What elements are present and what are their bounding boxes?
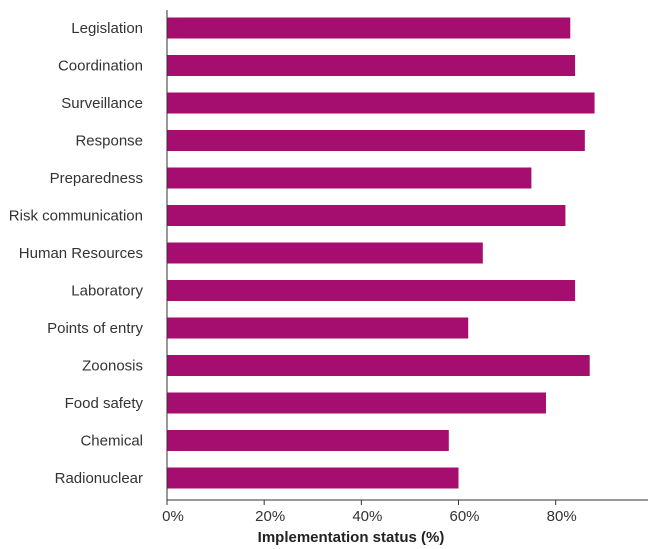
x-tick-label: 0% — [162, 508, 184, 525]
x-axis-title: Implementation status (%) — [258, 529, 445, 546]
category-label: Zoonosis — [82, 358, 143, 375]
bar-risk-communication — [167, 205, 566, 226]
category-label: Coordination — [58, 58, 143, 75]
bar-surveillance — [167, 92, 595, 114]
category-label: Risk communication — [9, 208, 143, 225]
category-label: Surveillance — [61, 95, 143, 112]
category-label: Laboratory — [71, 283, 143, 300]
bar-preparedness — [167, 167, 532, 189]
category-label: Response — [75, 133, 143, 150]
category-label: Food safety — [65, 395, 144, 412]
category-labels: Legislation Coordination Surveillance Respo… — [9, 20, 144, 487]
category-label: Preparedness — [50, 170, 143, 187]
bar-human-resources — [167, 242, 483, 264]
bar-food-safety — [167, 392, 546, 414]
x-axis-ticks: 0% 20% 40% 60% 80% — [162, 500, 577, 525]
bar-zoonosis — [167, 355, 590, 376]
bar-legislation — [167, 17, 571, 39]
bar-points-of-entry — [167, 317, 469, 339]
bar-chemical — [167, 430, 449, 451]
category-label: Points of entry — [47, 320, 143, 337]
x-tick-label: 80% — [547, 508, 577, 525]
category-label: Legislation — [71, 20, 143, 37]
bars-group — [167, 17, 595, 489]
category-label: Human Resources — [19, 245, 143, 262]
bar-radionuclear — [167, 467, 459, 489]
bar-laboratory — [167, 280, 576, 301]
category-label: Chemical — [80, 433, 143, 450]
bar-response — [167, 130, 585, 151]
x-tick-label: 60% — [449, 508, 479, 525]
bar-coordination — [167, 55, 576, 76]
x-tick-label: 40% — [352, 508, 382, 525]
x-tick-label: 20% — [255, 508, 285, 525]
category-label: Radionuclear — [55, 470, 143, 487]
